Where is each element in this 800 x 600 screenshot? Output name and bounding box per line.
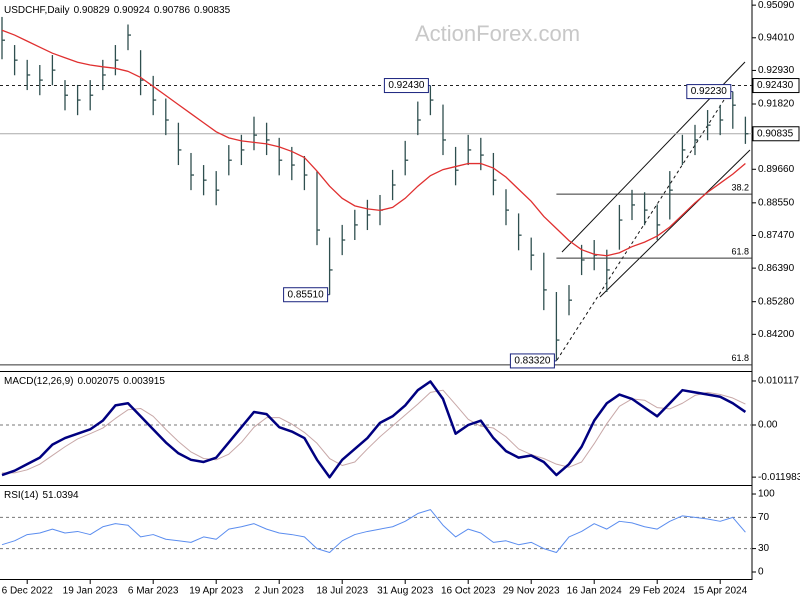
annotation-label: 0.83320 (514, 356, 551, 367)
y-tick-label: 0.86390 (758, 263, 795, 274)
x-tick-label: 6 Mar 2023 (128, 586, 179, 597)
x-tick-label: 31 Aug 2023 (377, 586, 434, 597)
channel-line (599, 149, 751, 298)
fib-label: 38.2 (731, 182, 749, 192)
y-tick-label: -0.011983 (758, 472, 800, 483)
x-tick-label: 16 Jan 2024 (567, 586, 622, 597)
x-tick-label: 18 Jul 2023 (316, 586, 368, 597)
macd-value: 0.002075 (77, 376, 119, 387)
rsi-value: 51.0394 (42, 490, 79, 501)
y-tick-label: 0.95090 (758, 0, 795, 11)
y-tick-label: 0.87470 (758, 230, 795, 241)
annotation-label: 0.92230 (691, 86, 728, 97)
last-price-box (752, 126, 800, 142)
y-tick-label: 70 (758, 512, 770, 523)
y-tick-label: 0.88550 (758, 197, 795, 208)
high: 0.90924 (114, 5, 151, 16)
rsi-title: RSI(14) (4, 490, 38, 501)
indicator-line (1, 509, 746, 554)
x-tick-label: 16 Oct 2023 (441, 586, 496, 597)
moving-average (1, 29, 746, 257)
x-tick-label: 29 Nov 2023 (503, 586, 560, 597)
indicator-line (1, 380, 747, 479)
price-header: USDCHF,Daily 0.90829 0.90924 0.90786 0.90835 (4, 5, 231, 16)
fib-label: 61.8 (731, 353, 749, 363)
y-tick-label: 30 (758, 543, 770, 554)
y-tick-label: 0.010117 (758, 376, 799, 387)
y-tick-label: 0.89660 (758, 164, 795, 175)
fib-label: 61.8 (731, 247, 749, 257)
y-tick-label: 0.91820 (758, 99, 795, 110)
x-tick-label: 19 Apr 2023 (189, 586, 243, 597)
indicator-line (2, 389, 746, 474)
open: 0.90829 (74, 5, 111, 16)
y-tick-label: 0.00 (758, 420, 778, 431)
x-tick-label: 6 Dec 2022 (2, 586, 54, 597)
symbol: USDCHF,Daily (4, 5, 70, 16)
x-tick-label: 2 Jun 2023 (254, 586, 304, 597)
low: 0.90786 (154, 5, 191, 16)
macd-header: MACD(12,26,9) 0.002075 0.003915 (4, 376, 165, 387)
signal-value: 0.003915 (123, 376, 165, 387)
rsi-header: RSI(14) 51.0394 (4, 490, 79, 501)
x-tick-label: 19 Jan 2023 (63, 586, 118, 597)
x-tick-label: 15 Apr 2024 (693, 586, 747, 597)
y-tick-label: 0.85280 (758, 296, 795, 307)
macd-title: MACD(12,26,9) (4, 376, 73, 387)
watermark: ActionForex.com (415, 21, 580, 46)
x-tick-label: 29 Feb 2024 (629, 586, 686, 597)
annotation-label: 0.85510 (288, 289, 325, 300)
level-label: 0.92430 (757, 80, 794, 91)
y-tick-label: 0.92930 (758, 65, 795, 76)
y-tick-label: 0 (758, 567, 764, 578)
level-label-box (752, 78, 800, 94)
annotation-label: 0.92430 (388, 80, 425, 91)
y-tick-label: 0.94010 (758, 32, 795, 43)
y-tick-label: 0.84200 (758, 329, 795, 340)
close: 0.90835 (194, 5, 231, 16)
y-tick-label: 100 (758, 489, 775, 500)
last-price-label: 0.90835 (757, 128, 794, 139)
